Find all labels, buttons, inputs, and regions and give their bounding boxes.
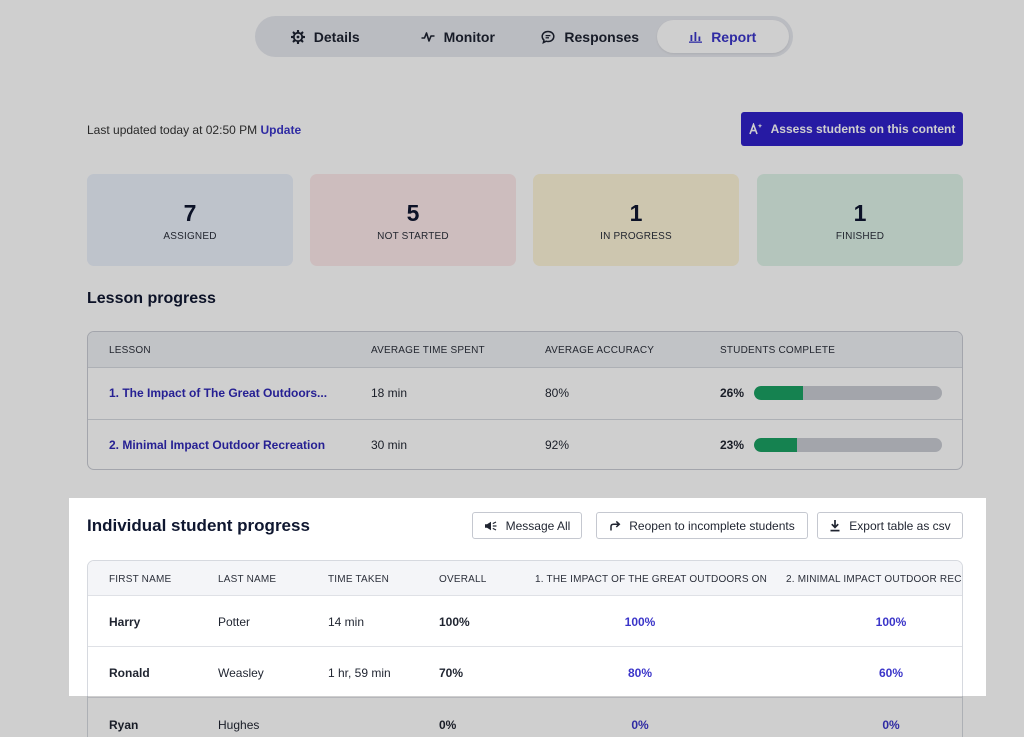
table-row: 1. The Impact of The Great Outdoors... 1… [88,368,962,419]
tab-monitor[interactable]: Monitor [392,20,525,53]
time-taken: 14 min [328,615,365,629]
column-header[interactable]: FIRST NAME [109,574,172,585]
table-row: Ronald Weasley 1 hr, 59 min 70% 80% 60% [88,646,962,698]
average-time: 18 min [371,386,408,400]
progress-fill [754,438,798,452]
view-tabs: Details Monitor Responses Report [255,16,793,57]
update-link[interactable]: Update [260,123,302,137]
last-name: Weasley [218,666,264,680]
column-header[interactable]: LAST NAME [218,574,277,585]
reopen-button[interactable]: Reopen to incomplete students [596,512,808,539]
chat-icon [541,30,555,44]
lesson-2-score[interactable]: 100% [875,615,907,629]
tab-details[interactable]: Details [259,20,392,53]
assess-students-button[interactable]: Assess students on this content [741,112,963,146]
individual-progress-title: Individual student progress [87,516,310,535]
tab-details-label: Details [313,28,360,45]
last-name: Hughes [218,718,260,732]
stat-card-in-progress: 1 IN PROGRESS [533,174,739,266]
stat-card-finished: 1 FINISHED [757,174,963,266]
lesson-1-score[interactable]: 0% [631,718,649,732]
sparkle-a-icon [748,123,762,135]
lesson-progress-table: LESSON AVERAGE TIME SPENT AVERAGE ACCURA… [87,331,963,470]
column-header[interactable]: 2. MINIMAL IMPACT OUTDOOR REC [786,574,962,585]
column-header[interactable]: AVERAGE TIME SPENT [371,345,485,356]
reopen-label: Reopen to incomplete students [629,518,795,533]
progress-bar [754,438,942,452]
message-all-button[interactable]: Message All [472,512,582,539]
stat-label: NOT STARTED [377,231,449,242]
complete-percent: 23% [720,438,745,452]
time-taken: 1 hr, 59 min [328,666,391,680]
lesson-2-score[interactable]: 60% [878,666,904,680]
progress-bar [754,386,942,400]
column-header[interactable]: 1. THE IMPACT OF THE GREAT OUTDOORS ON ( [535,574,769,585]
lesson-link[interactable]: 1. The Impact of The Great Outdoors... [109,386,328,400]
column-header[interactable]: STUDENTS COMPLETE [720,345,836,356]
average-time: 30 min [371,438,408,452]
table-header: LESSON AVERAGE TIME SPENT AVERAGE ACCURA… [88,332,962,368]
column-header[interactable]: TIME TAKEN [328,574,390,585]
dim-overlay-right [986,498,1024,696]
stat-label: IN PROGRESS [600,231,672,242]
stat-value: 7 [183,200,197,226]
student-progress-table: FIRST NAME LAST NAME TIME TAKEN OVERALL … [87,560,963,737]
stat-card-not-started: 5 NOT STARTED [310,174,516,266]
lesson-progress-title: Lesson progress [87,290,216,307]
average-accuracy: 92% [545,438,570,452]
lesson-link[interactable]: 2. Minimal Impact Outdoor Recreation [109,438,326,452]
export-csv-button[interactable]: Export table as csv [817,512,963,539]
tab-responses-label: Responses [564,28,640,45]
tab-report-label: Report [711,28,757,45]
lesson-1-score[interactable]: 100% [624,615,656,629]
lesson-1-score[interactable]: 80% [627,666,653,680]
gear-icon [290,29,305,44]
stat-value: 5 [406,200,420,226]
stat-label: FINISHED [835,231,885,242]
column-header[interactable]: OVERALL [439,574,487,585]
stat-value: 1 [853,200,867,226]
dim-overlay-left [0,498,69,696]
first-name: Ronald [109,666,150,680]
complete-percent: 26% [720,386,745,400]
last-updated-text: Last updated today at 02:50 PM [87,123,258,137]
lesson-2-score[interactable]: 0% [882,718,900,732]
download-icon [830,520,840,532]
bar-chart-icon [689,31,703,43]
stat-value: 1 [629,200,643,226]
stat-label: ASSIGNED [163,231,217,242]
first-name: Harry [109,615,141,629]
table-row: Ryan Hughes 0% 0% 0% [88,697,962,737]
progress-fill [754,386,803,400]
tab-report[interactable]: Report [656,20,789,53]
table-header: FIRST NAME LAST NAME TIME TAKEN OVERALL … [88,561,962,596]
export-label: Export table as csv [849,518,951,533]
average-accuracy: 80% [545,386,570,400]
overall-score: 70% [439,666,464,680]
overall-score: 100% [439,615,470,629]
redo-arrow-icon [610,520,621,530]
activity-icon [421,31,435,42]
table-row: Harry Potter 14 min 100% 100% 100% [88,595,962,647]
stat-card-assigned: 7 ASSIGNED [87,174,293,266]
tab-monitor-label: Monitor [443,28,495,45]
column-header[interactable]: AVERAGE ACCURACY [545,345,655,356]
megaphone-icon [484,520,497,531]
overall-score: 0% [439,718,457,732]
tab-responses[interactable]: Responses [524,20,657,53]
column-header[interactable]: LESSON [109,345,151,356]
assess-button-label: Assess students on this content [770,122,956,136]
table-row: 2. Minimal Impact Outdoor Recreation 30 … [88,419,962,469]
first-name: Ryan [109,718,139,732]
last-name: Potter [218,615,251,629]
message-all-label: Message All [505,518,571,533]
last-updated: Last updated today at 02:50 PM Update [87,123,301,137]
